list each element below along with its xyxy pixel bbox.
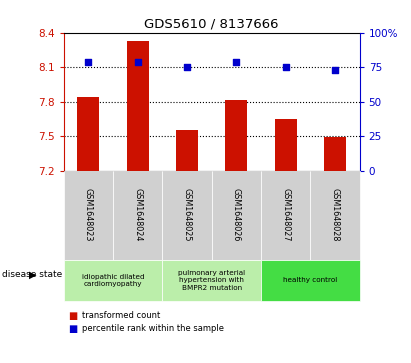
Bar — [324, 137, 346, 171]
Text: ■: ■ — [68, 311, 77, 321]
Text: ▶: ▶ — [29, 270, 36, 280]
Text: GSM1648025: GSM1648025 — [182, 188, 192, 242]
Point — [85, 59, 92, 65]
Text: healthy control: healthy control — [283, 277, 337, 284]
Point — [134, 59, 141, 65]
Text: GSM1648028: GSM1648028 — [330, 188, 339, 242]
Text: GSM1648024: GSM1648024 — [133, 188, 142, 242]
Bar — [225, 101, 247, 171]
Text: GSM1648023: GSM1648023 — [84, 188, 93, 242]
Title: GDS5610 / 8137666: GDS5610 / 8137666 — [144, 17, 279, 30]
Point — [233, 59, 240, 65]
Text: idiopathic dilated
cardiomyopathy: idiopathic dilated cardiomyopathy — [82, 274, 144, 287]
Text: pulmonary arterial
hypertension with
BMPR2 mutation: pulmonary arterial hypertension with BMP… — [178, 270, 245, 291]
Text: percentile rank within the sample: percentile rank within the sample — [82, 324, 224, 333]
Point — [282, 64, 289, 70]
Point — [184, 64, 190, 70]
Text: transformed count: transformed count — [82, 311, 160, 320]
Bar — [176, 130, 198, 171]
Text: GSM1648026: GSM1648026 — [232, 188, 241, 242]
Bar — [275, 119, 297, 171]
Text: GSM1648027: GSM1648027 — [281, 188, 290, 242]
Bar — [77, 97, 99, 171]
Point — [332, 67, 338, 73]
Text: ■: ■ — [68, 323, 77, 334]
Text: disease state: disease state — [2, 270, 62, 280]
Bar — [127, 41, 149, 171]
